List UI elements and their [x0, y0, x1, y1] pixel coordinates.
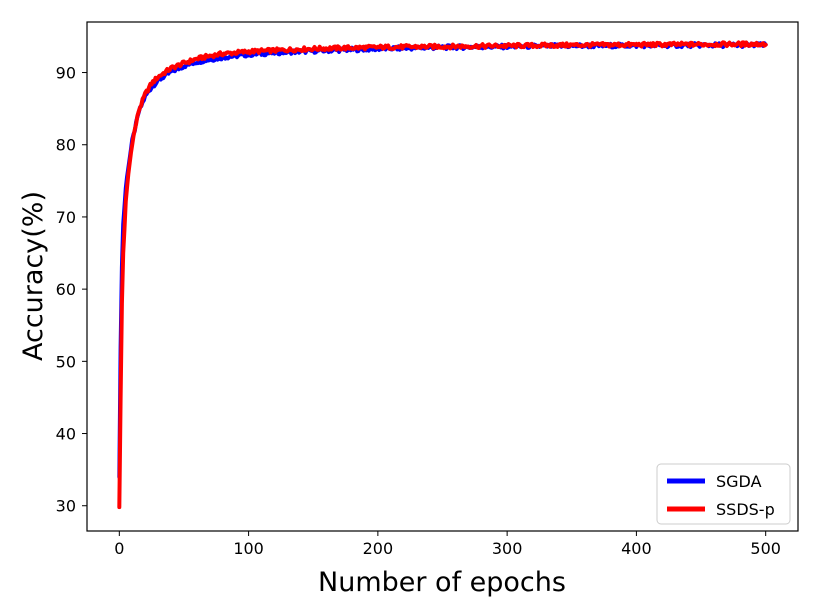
y-tick-label: 70 — [56, 208, 76, 227]
y-tick-label: 90 — [56, 64, 76, 83]
x-tick-label: 300 — [492, 539, 523, 558]
y-tick-label: 50 — [56, 352, 76, 371]
x-axis-label: Number of epochs — [318, 567, 566, 598]
legend: SGDA SSDS-p — [656, 463, 791, 525]
x-tick-label: 100 — [233, 539, 264, 558]
legend-label-sgda: SGDA — [716, 472, 762, 491]
y-axis-ticks: 30 40 50 60 70 80 90 — [56, 64, 87, 516]
x-tick-label: 500 — [750, 539, 781, 558]
x-tick-label: 0 — [114, 539, 124, 558]
y-tick-label: 60 — [56, 280, 76, 299]
y-axis-label: Accuracy(%) — [18, 191, 49, 361]
x-tick-label: 400 — [621, 539, 652, 558]
legend-label-ssds-p: SSDS-p — [716, 500, 775, 519]
y-tick-label: 80 — [56, 136, 76, 155]
series-line-ssds-p — [117, 40, 768, 510]
y-tick-label: 40 — [56, 425, 76, 444]
x-tick-label: 200 — [363, 539, 394, 558]
series-layer — [117, 40, 768, 510]
x-axis-ticks: 0 100 200 300 400 500 — [114, 531, 781, 558]
plot-frame — [86, 21, 799, 532]
y-tick-label: 30 — [56, 497, 76, 516]
